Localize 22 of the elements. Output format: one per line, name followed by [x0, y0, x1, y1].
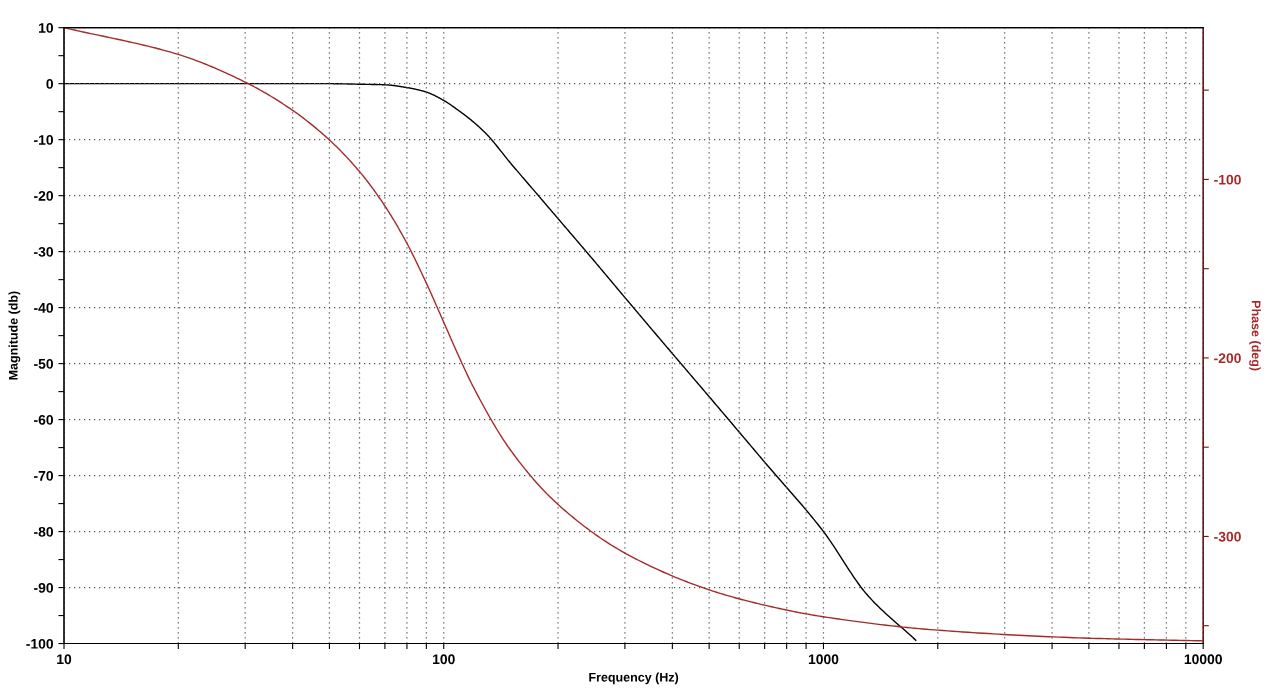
x-tick-label: 10	[57, 654, 72, 665]
x-axis-title: Frequency (Hz)	[589, 672, 679, 685]
y2-tick-label: -300	[1214, 531, 1241, 542]
y-tick-label: -80	[34, 526, 54, 537]
x-tick-label: 10000	[1184, 654, 1222, 665]
y-tick-label: -70	[34, 470, 54, 481]
y2-axis-title: Phase (deg)	[1249, 301, 1261, 371]
y2-tick-label: -100	[1214, 174, 1241, 185]
y-tick-label: 10	[39, 23, 54, 33]
y-tick-label: -10	[34, 134, 54, 145]
y-tick-label: -20	[34, 190, 54, 201]
y-axis-title: Magnitude (db)	[8, 291, 21, 380]
y-tick-label: -60	[34, 414, 54, 425]
x-tick-label: 1000	[808, 654, 839, 665]
y-tick-label: -90	[34, 582, 54, 593]
x-tick-label: 100	[433, 654, 455, 665]
y-tick-label: -30	[34, 246, 54, 257]
y-tick-label: 0	[46, 79, 54, 89]
y2-tick-label: -200	[1214, 353, 1241, 364]
y-tick-label: -50	[34, 358, 54, 369]
y-tick-label: -40	[34, 302, 54, 313]
y-tick-label: -100	[26, 638, 54, 649]
